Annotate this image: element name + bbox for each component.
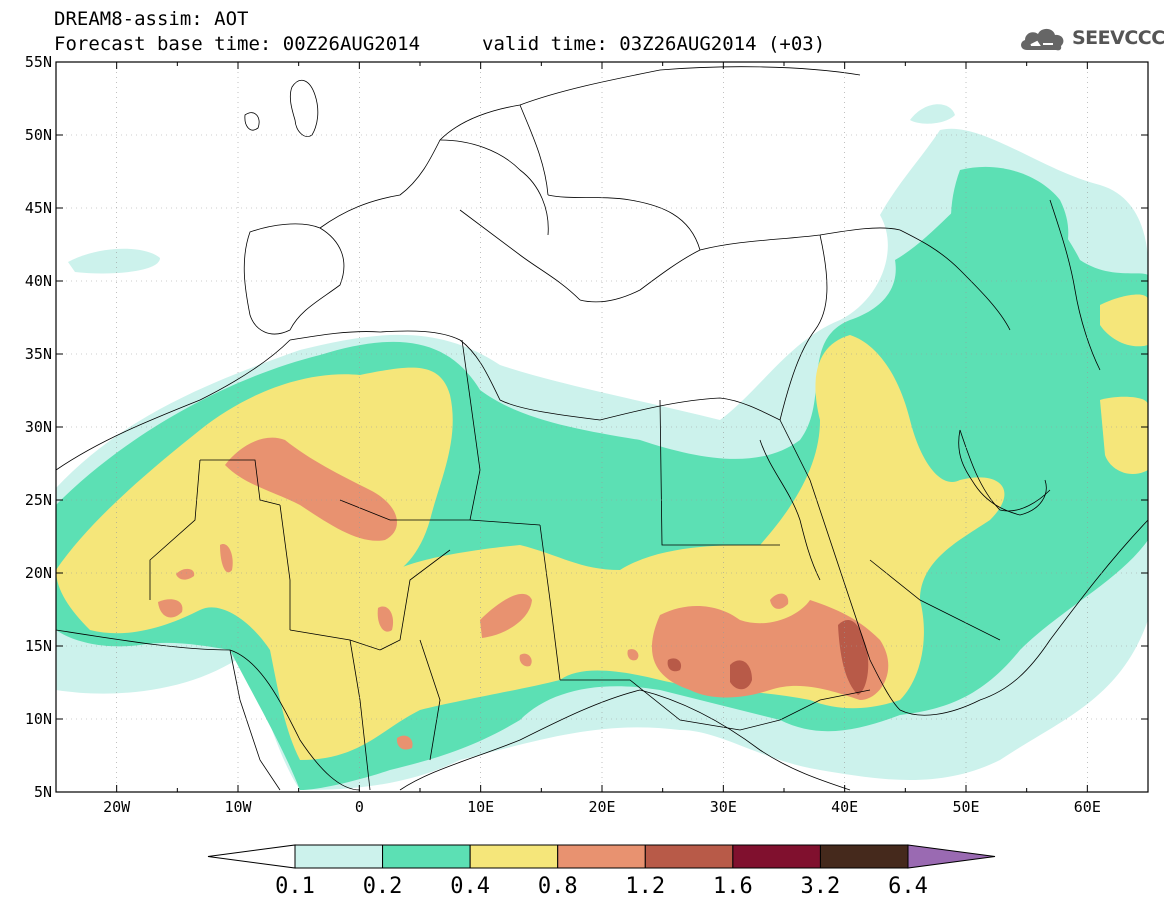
lat-tick-label: 10N	[25, 710, 52, 728]
lon-tick-label: 40E	[831, 798, 858, 816]
cloud-icon	[1021, 28, 1064, 51]
aot-level-1-2	[667, 620, 869, 695]
lon-tick-label: 10W	[224, 798, 252, 816]
valid-time: valid time: 03Z26AUG2014 (+03)	[482, 33, 826, 55]
colorbar-label: 0.8	[538, 874, 578, 899]
colorbar-over-arrow	[907, 844, 996, 869]
axes: 55N 50N 45N 40N 35N 30N 25N 20N 15N 10N 5N 20W 10W 0 1…	[25, 53, 1149, 816]
map-title: DREAM8-assim: AOT	[54, 8, 249, 30]
colorbar-label: 0.1	[275, 874, 315, 899]
colorbar-segment	[469, 844, 559, 869]
forecast-base-time: Forecast base time: 00Z26AUG2014	[54, 33, 421, 55]
colorbar-segment	[557, 844, 646, 869]
lon-tick-label: 0	[355, 798, 364, 816]
lat-tick-label: 35N	[25, 345, 52, 363]
seevccc-logo: SEEVCCC	[1017, 23, 1165, 57]
lat-tick-label: 45N	[25, 199, 52, 217]
lat-tick-label: 40N	[25, 272, 52, 290]
colorbar-label: 6.4	[888, 874, 928, 899]
colorbar-label: 0.4	[450, 874, 490, 899]
forecast-time-line: Forecast base time: 00Z26AUG2014 valid ti…	[54, 33, 825, 55]
colorbar-segment	[644, 844, 734, 869]
colorbar-label: 1.2	[625, 874, 665, 899]
lat-tick-label: 30N	[25, 418, 52, 436]
aot-fields	[56, 62, 1148, 792]
colorbar-segment	[382, 844, 471, 869]
lon-tick-label: 50E	[952, 798, 979, 816]
colorbar-segment	[294, 844, 384, 869]
colorbar-label: 3.2	[801, 874, 841, 899]
lat-tick-label: 15N	[25, 637, 52, 655]
land-boundaries	[56, 66, 1148, 791]
lat-tick-label: 5N	[34, 783, 52, 801]
lon-tick-label: 20E	[588, 798, 615, 816]
lon-tick-label: 10E	[467, 798, 494, 816]
lon-tick-label: 60E	[1074, 798, 1101, 816]
grid	[56, 62, 1148, 792]
colorbar-label: 1.6	[713, 874, 753, 899]
lat-tick-label: 50N	[25, 126, 52, 144]
lon-tick-label: 30E	[710, 798, 737, 816]
colorbar: 0.1 0.2 0.4 0.8 1.2 1.6 3.2 6.4	[207, 844, 996, 899]
lat-tick-label: 25N	[25, 491, 52, 509]
lat-tick-label: 20N	[25, 564, 52, 582]
logo-text: SEEVCCC	[1072, 27, 1165, 49]
lat-tick-label: 55N	[25, 53, 52, 71]
colorbar-segment	[732, 844, 821, 869]
colorbar-label: 0.2	[363, 874, 403, 899]
colorbar-segment	[819, 844, 909, 869]
aot-level-0-8	[158, 437, 889, 750]
colorbar-under-arrow	[207, 844, 296, 869]
lon-tick-label: 20W	[103, 798, 131, 816]
